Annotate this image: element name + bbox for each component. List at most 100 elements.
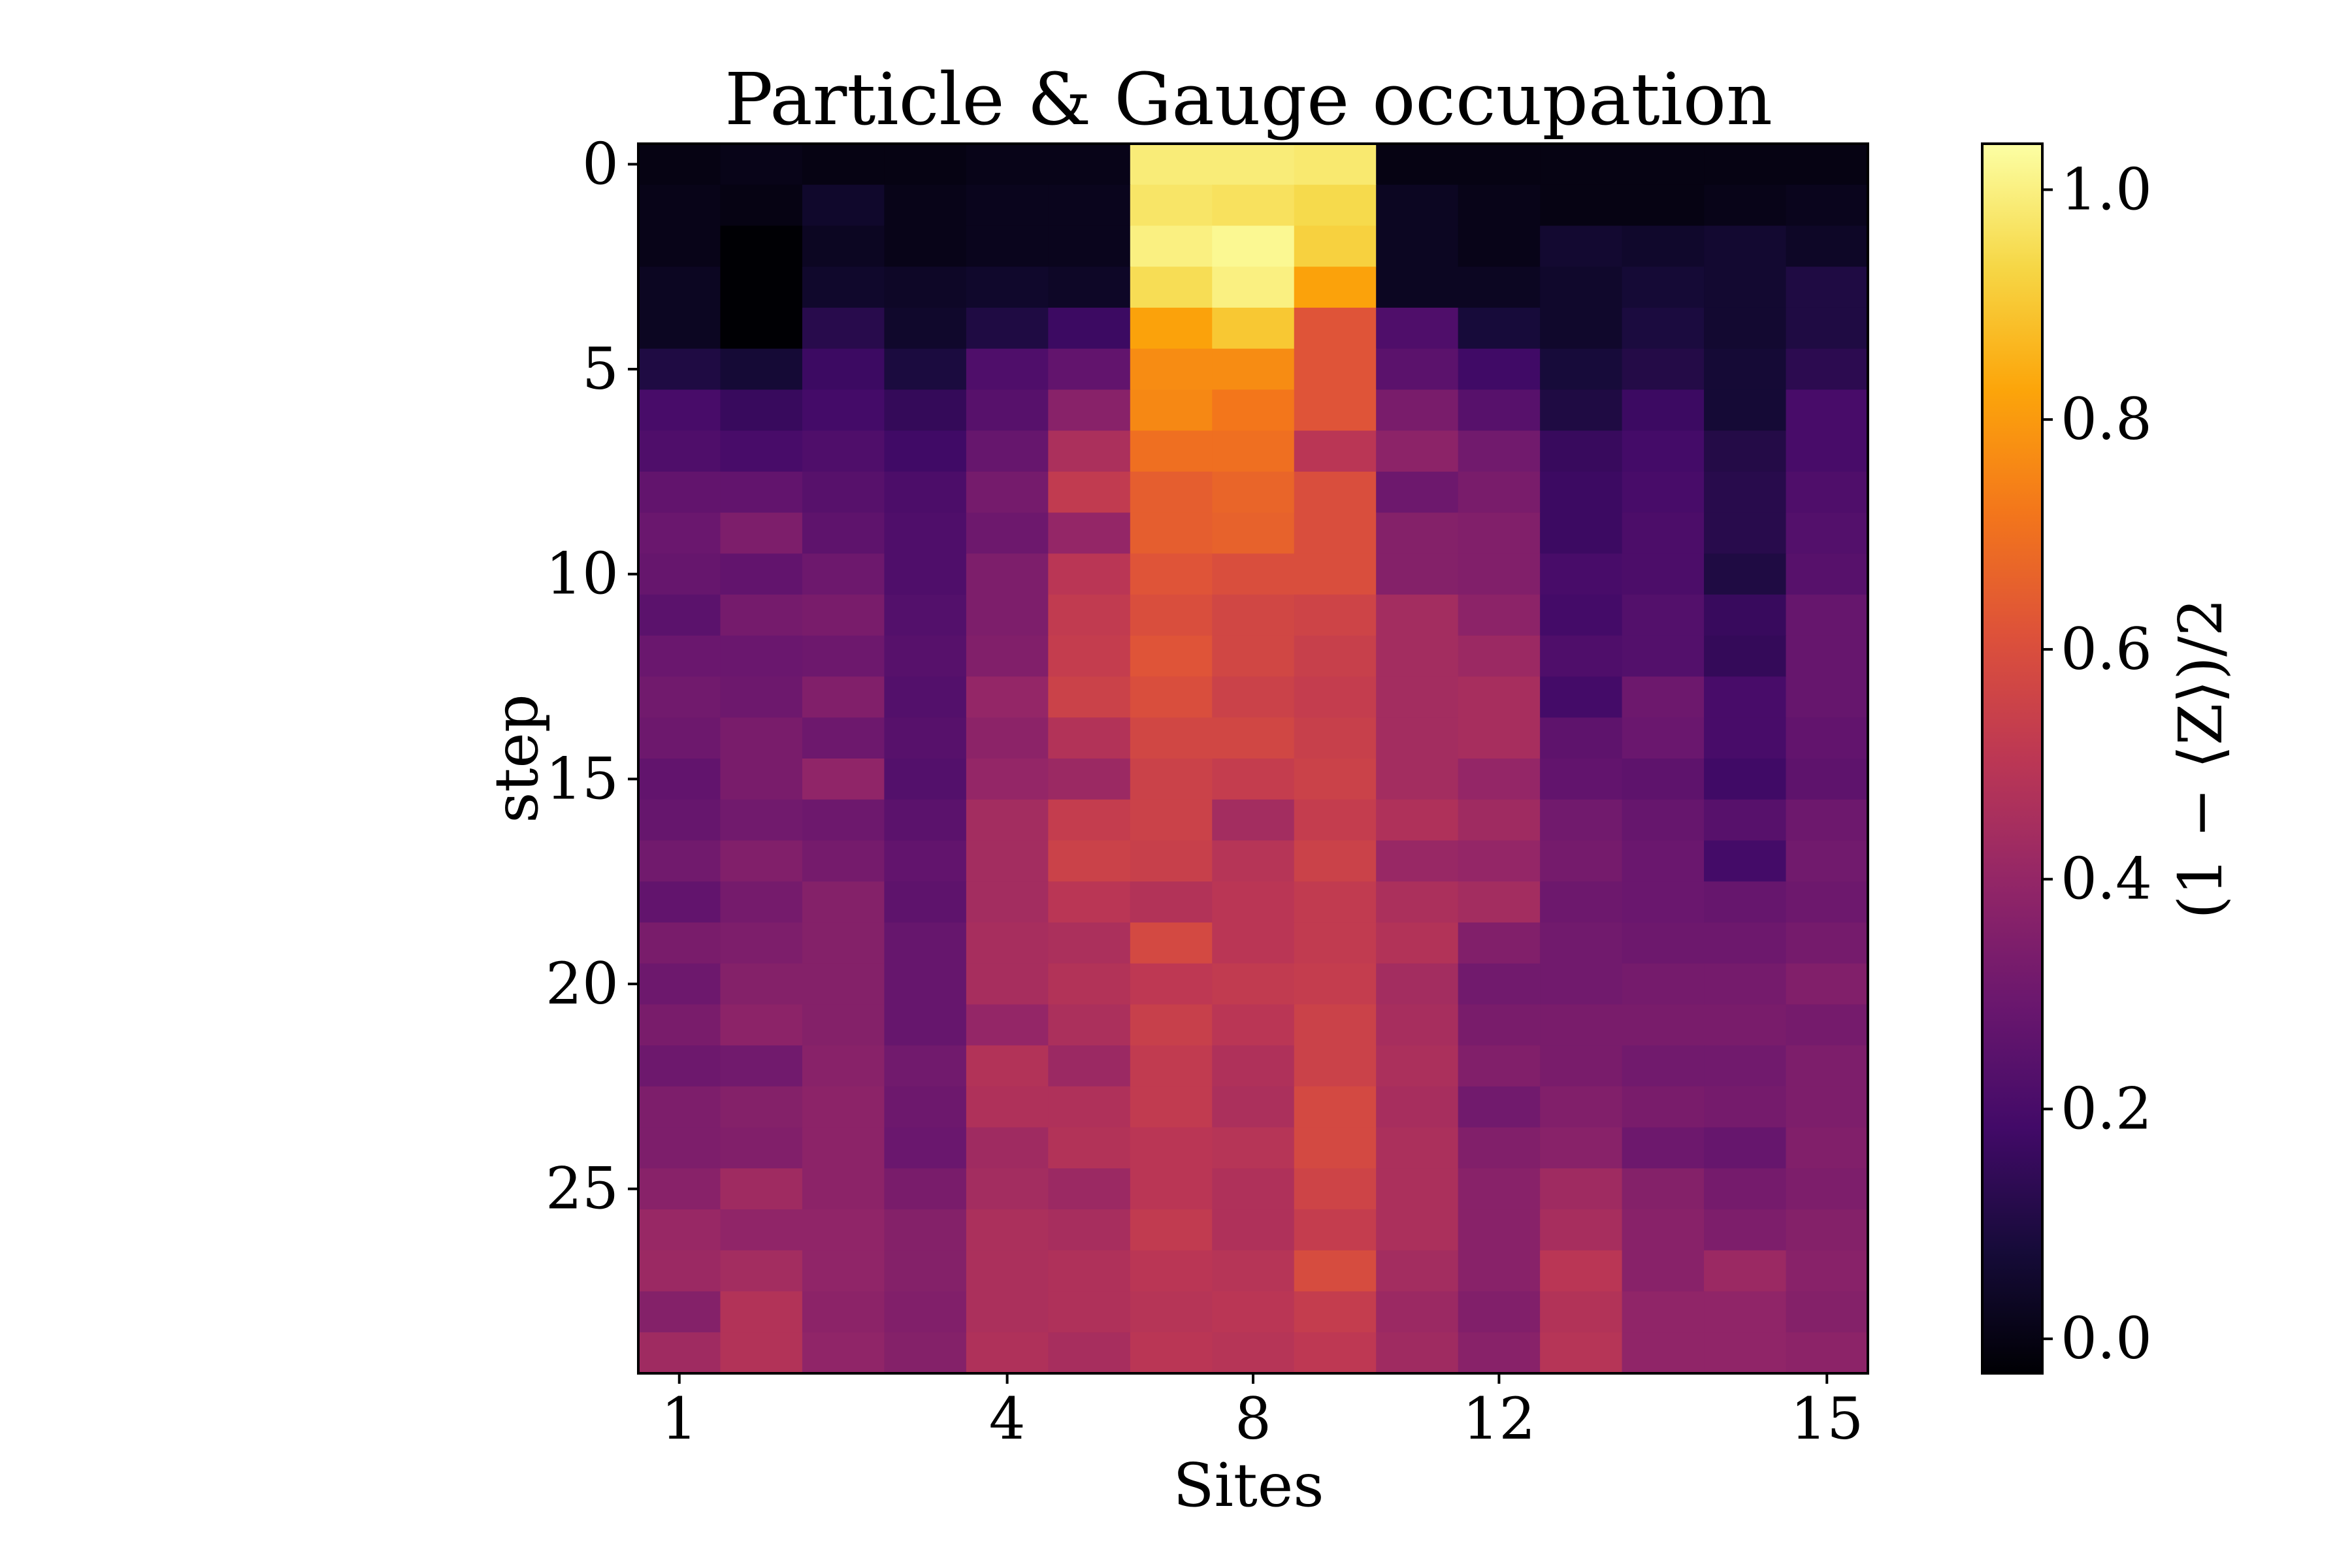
heatmap-cell [1376, 225, 1459, 267]
heatmap-cell [1376, 1086, 1459, 1128]
heatmap-cell [1130, 799, 1213, 841]
heatmap-cell [1458, 1004, 1541, 1046]
heatmap-cell [1294, 389, 1377, 431]
heatmap-cell [1622, 389, 1705, 431]
heatmap-cell [966, 759, 1049, 800]
heatmap-cell [1212, 595, 1295, 636]
y-tick-label: 5 [582, 335, 619, 402]
heatmap-cell [1048, 389, 1131, 431]
heatmap-cell [1212, 840, 1295, 882]
heatmap-cell [1622, 1209, 1705, 1251]
heatmap-cell [1212, 307, 1295, 350]
heatmap-cell [802, 1086, 885, 1128]
heatmap-cell [1376, 595, 1459, 636]
heatmap-cell [1540, 799, 1623, 841]
heatmap-cell [802, 759, 885, 800]
heatmap-cell [1458, 512, 1541, 555]
heatmap-cell [884, 759, 967, 800]
heatmap-cell [1048, 512, 1131, 555]
heatmap-cell [966, 348, 1049, 391]
heatmap-cell [720, 307, 803, 350]
heatmap-cell [1048, 431, 1131, 472]
heatmap-cell [1622, 1250, 1705, 1292]
colorbar-tick-label: 0.8 [2061, 385, 2152, 453]
heatmap-cell [638, 225, 721, 267]
heatmap-cell [1458, 144, 1541, 186]
heatmap-cell [1622, 1004, 1705, 1046]
heatmap-cell [1622, 595, 1705, 636]
heatmap-cell [1540, 635, 1623, 678]
heatmap-cell [1294, 267, 1377, 308]
heatmap-cell [1376, 1250, 1459, 1292]
heatmap-cell [966, 840, 1049, 882]
heatmap-cell [1048, 1127, 1131, 1169]
heatmap-cell [638, 595, 721, 636]
heatmap-cell [1540, 184, 1623, 227]
heatmap-cell [1212, 553, 1295, 595]
heatmap-cell [1048, 471, 1131, 514]
heatmap-cell [1540, 471, 1623, 514]
heatmap-cell [638, 1086, 721, 1128]
heatmap-cell [1212, 431, 1295, 472]
colorbar-tick-label: 0.2 [2061, 1075, 2152, 1142]
heatmap-cell [1622, 1045, 1705, 1087]
heatmap-cell [1130, 471, 1213, 514]
heatmap-cell [720, 512, 803, 555]
heatmap-cell [1294, 144, 1377, 186]
heatmap-cell [1786, 799, 1869, 841]
heatmap-cell [1458, 389, 1541, 431]
heatmap-cell [1294, 471, 1377, 514]
heatmap-cell [884, 267, 967, 308]
heatmap-cell [966, 922, 1049, 964]
heatmap-cell [638, 840, 721, 882]
heatmap-cell [1130, 267, 1213, 308]
heatmap-cell [1376, 348, 1459, 391]
heatmap-cell [1130, 184, 1213, 227]
heatmap-cell [720, 144, 803, 186]
heatmap-cell [1212, 512, 1295, 555]
heatmap-cell [638, 1332, 721, 1374]
heatmap-cell [1786, 963, 1869, 1005]
heatmap-cell [638, 512, 721, 555]
heatmap-cell [1212, 1168, 1295, 1210]
heatmap-cell [1458, 431, 1541, 472]
heatmap-cell [1376, 1209, 1459, 1251]
heatmap-cell [1048, 348, 1131, 391]
heatmap-cell [1458, 307, 1541, 350]
heatmap-cell [1294, 963, 1377, 1005]
heatmap-cell [802, 512, 885, 555]
x-axis-label: Sites [1173, 1450, 1324, 1520]
heatmap-cell [1622, 307, 1705, 350]
heatmap-cell [966, 1004, 1049, 1046]
heatmap-cell [1704, 635, 1787, 678]
heatmap-cell [1130, 348, 1213, 391]
heatmap-cell [1212, 348, 1295, 391]
heatmap-cell [884, 595, 967, 636]
heatmap-cell [884, 307, 967, 350]
heatmap-cell [638, 759, 721, 800]
heatmap-cell [1786, 717, 1869, 759]
heatmap-cell [1540, 1004, 1623, 1046]
x-tick-label: 8 [1235, 1385, 1271, 1452]
heatmap-cell [1540, 840, 1623, 882]
heatmap-cell [720, 1291, 803, 1333]
heatmap-cell [1458, 963, 1541, 1005]
heatmap-cell [1540, 553, 1623, 595]
heatmap-cell [884, 963, 967, 1005]
heatmap-cell [802, 307, 885, 350]
heatmap-cell [1294, 635, 1377, 678]
heatmap-cell [884, 635, 967, 678]
heatmap-cell [1212, 717, 1295, 759]
heatmap-cell [1048, 307, 1131, 350]
heatmap-cell [1130, 676, 1213, 719]
heatmap-cell [1048, 144, 1131, 186]
heatmap-cell [1212, 471, 1295, 514]
heatmap-cell [1786, 1332, 1869, 1374]
heatmap-cell [884, 1004, 967, 1046]
heatmap-cell [1704, 1086, 1787, 1128]
heatmap-cell [966, 717, 1049, 759]
heatmap-cell [966, 1291, 1049, 1333]
heatmap-cell [1130, 1291, 1213, 1333]
heatmap-cell [1458, 676, 1541, 719]
heatmap-cell [638, 717, 721, 759]
